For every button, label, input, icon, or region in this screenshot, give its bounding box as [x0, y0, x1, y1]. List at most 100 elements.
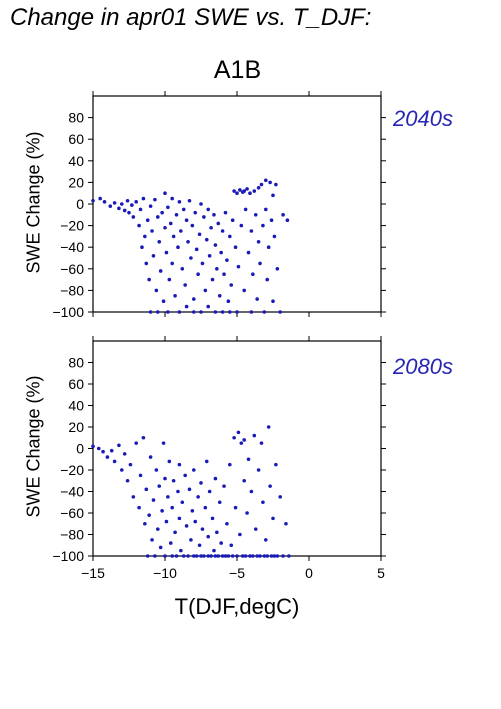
- data-point: [264, 207, 268, 212]
- data-point: [204, 237, 209, 242]
- data-point: [143, 521, 147, 526]
- data-point: [190, 223, 195, 228]
- data-point: [206, 554, 210, 558]
- data-point: [202, 215, 206, 219]
- data-point: [148, 310, 153, 314]
- data-point: [158, 545, 163, 550]
- data-point: [134, 441, 138, 445]
- data-point: [117, 206, 121, 211]
- data-point: [160, 509, 164, 513]
- data-point: [248, 191, 252, 195]
- data-point: [193, 519, 198, 524]
- data-point: [154, 288, 159, 293]
- data-point: [122, 208, 127, 213]
- data-point: [192, 297, 196, 301]
- data-point: [232, 189, 236, 193]
- x-tick-label: 0: [305, 565, 313, 581]
- data-point: [153, 554, 157, 558]
- y-tick-label: −60: [60, 505, 84, 521]
- data-point: [120, 468, 124, 472]
- y-tick-label: 20: [68, 174, 84, 190]
- data-point: [235, 554, 239, 558]
- data-point: [278, 310, 283, 314]
- data-point: [161, 299, 166, 304]
- data-point: [284, 521, 288, 526]
- data-point: [179, 229, 183, 233]
- data-point: [268, 180, 272, 185]
- data-point: [117, 443, 121, 448]
- data-point: [229, 543, 234, 548]
- data-point: [177, 516, 182, 521]
- data-point: [232, 435, 236, 440]
- data-point: [156, 215, 160, 219]
- data-point: [223, 210, 228, 215]
- y-tick-label: 60: [68, 131, 84, 147]
- y-tick-label: 0: [76, 196, 84, 212]
- data-point: [243, 554, 248, 558]
- data-point: [242, 478, 246, 483]
- data-point: [245, 511, 249, 515]
- data-point: [158, 269, 163, 273]
- data-point: [156, 527, 160, 531]
- data-point: [204, 459, 209, 464]
- data-point: [102, 200, 107, 204]
- data-point: [245, 187, 249, 191]
- data-point: [278, 495, 283, 499]
- data-point: [266, 245, 271, 249]
- data-point: [183, 283, 187, 287]
- data-point: [268, 484, 272, 488]
- data-point: [281, 554, 285, 558]
- x-tick-label: −5: [229, 565, 245, 581]
- data-point: [212, 213, 216, 217]
- data-point: [212, 548, 216, 553]
- x-tick-label: −15: [81, 565, 105, 581]
- y-tick-label: 60: [68, 376, 84, 392]
- data-point: [143, 234, 147, 239]
- data-point: [215, 267, 219, 271]
- data-point: [242, 288, 246, 293]
- data-point: [251, 272, 255, 277]
- data-point: [252, 433, 257, 438]
- x-axis-label: T(DJF,degC): [174, 594, 300, 619]
- data-point: [161, 441, 166, 445]
- data-point: [262, 310, 267, 314]
- data-point: [125, 478, 130, 483]
- data-point: [163, 554, 167, 558]
- data-point: [180, 267, 185, 271]
- data-point: [177, 310, 182, 314]
- data-point: [157, 240, 162, 244]
- data-point: [120, 202, 124, 206]
- data-point: [176, 489, 180, 494]
- data-point: [168, 221, 173, 226]
- data-point: [256, 468, 261, 472]
- data-point: [230, 554, 235, 558]
- data-point: [189, 538, 193, 542]
- data-point: [168, 541, 173, 545]
- data-point: [181, 207, 186, 212]
- data-point: [187, 198, 192, 203]
- data-point: [176, 245, 180, 249]
- data-point: [255, 554, 259, 558]
- data-point: [287, 554, 291, 558]
- data-point: [251, 554, 255, 558]
- y-tick-label: −20: [60, 462, 84, 478]
- data-point: [148, 455, 153, 459]
- data-point: [259, 182, 264, 187]
- data-point: [109, 448, 114, 453]
- data-point: [256, 186, 261, 190]
- data-point: [213, 310, 218, 314]
- data-point: [179, 548, 183, 553]
- data-point: [177, 462, 182, 467]
- data-point: [274, 182, 278, 187]
- data-point: [262, 554, 267, 558]
- data-point: [285, 218, 290, 222]
- y-tick-label: −60: [60, 261, 84, 277]
- data-point: [170, 554, 174, 558]
- data-point: [223, 554, 228, 558]
- data-point: [206, 207, 210, 212]
- data-point: [225, 258, 229, 262]
- panel-2080s: −100 −80 −60 −40 −20 0 20 40 60 80 −15 −10 −5 0 5: [52, 336, 386, 581]
- data-point: [197, 232, 202, 237]
- data-point: [174, 213, 179, 217]
- data-point: [236, 264, 241, 269]
